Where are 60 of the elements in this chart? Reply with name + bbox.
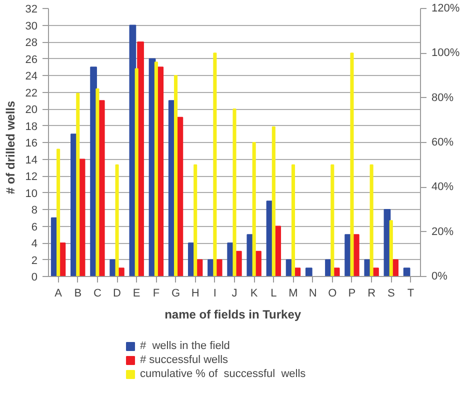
bar (115, 164, 119, 276)
bar (232, 108, 236, 276)
y-tick-label: 12 (25, 171, 38, 183)
y-tick-label: 10 (25, 188, 38, 200)
x-tick-label: L (270, 288, 277, 300)
y2-tick-label: 40% (432, 181, 454, 194)
x-tick-label: D (113, 288, 122, 300)
bar (330, 164, 334, 276)
y2-tick-label: 20% (432, 226, 454, 238)
y-tick-label: 2 (31, 254, 38, 267)
y2-tick-label: 60% (432, 136, 454, 148)
y-tick-label: 14 (25, 154, 38, 166)
bar (252, 142, 256, 276)
x-tick-label: S (387, 288, 395, 300)
y-tick-label: 6 (31, 221, 38, 234)
y2-tick-label: 0% (432, 270, 448, 282)
bar (350, 52, 354, 276)
y-tick-label: 22 (25, 87, 38, 100)
x-tick-label: B (74, 288, 82, 300)
x-tick-label: F (152, 288, 160, 300)
x-tick-label: N (308, 288, 317, 300)
bar (305, 268, 312, 276)
x-tick-label: K (250, 288, 258, 300)
x-tick-label: I (213, 288, 216, 300)
x-tick-label: J (232, 288, 238, 300)
y-tick-label: 16 (25, 138, 38, 150)
x-tick-label: P (348, 288, 356, 300)
y-tick-label: 8 (31, 204, 38, 216)
y-tick-label: 32 (25, 4, 38, 16)
x-tick-label: H (191, 288, 200, 300)
legend-label: cumulative % of successful wells (140, 368, 306, 380)
legend-label: # successful wells (140, 354, 228, 366)
x-tick-label: T (407, 288, 414, 300)
y2-tick-label: 120% (432, 2, 460, 14)
y-tick-label: 0 (31, 272, 38, 284)
bar (213, 52, 217, 276)
bar (56, 148, 60, 276)
bar (370, 164, 374, 276)
bar (194, 164, 198, 276)
y-tick-label: 30 (25, 20, 38, 32)
bar (291, 164, 296, 276)
y-tick-label: 26 (25, 54, 38, 66)
legend-label: # wells in the field (140, 340, 230, 352)
x-tick-label: O (328, 288, 338, 300)
y-tick-label: 20 (25, 104, 38, 116)
bar (403, 268, 410, 276)
y2-tick-label: 80% (432, 92, 454, 104)
y-tick-label: 28 (25, 37, 38, 49)
x-tick-label: E (132, 288, 140, 300)
x-tick-label: M (288, 288, 298, 300)
y-tick-label: 4 (31, 238, 38, 250)
x-tick-label: A (54, 288, 63, 300)
y-tick-label: 18 (25, 120, 38, 133)
x-tick-label: R (368, 288, 376, 300)
x-axis-title: name of fields in Turkey (164, 308, 302, 322)
y2-tick-label: 100% (432, 47, 460, 60)
y-tick-label: 24 (25, 70, 38, 82)
x-tick-label: G (171, 288, 180, 300)
y-axis-title: # of drilled wells (3, 100, 18, 194)
x-tick-label: C (93, 288, 102, 300)
